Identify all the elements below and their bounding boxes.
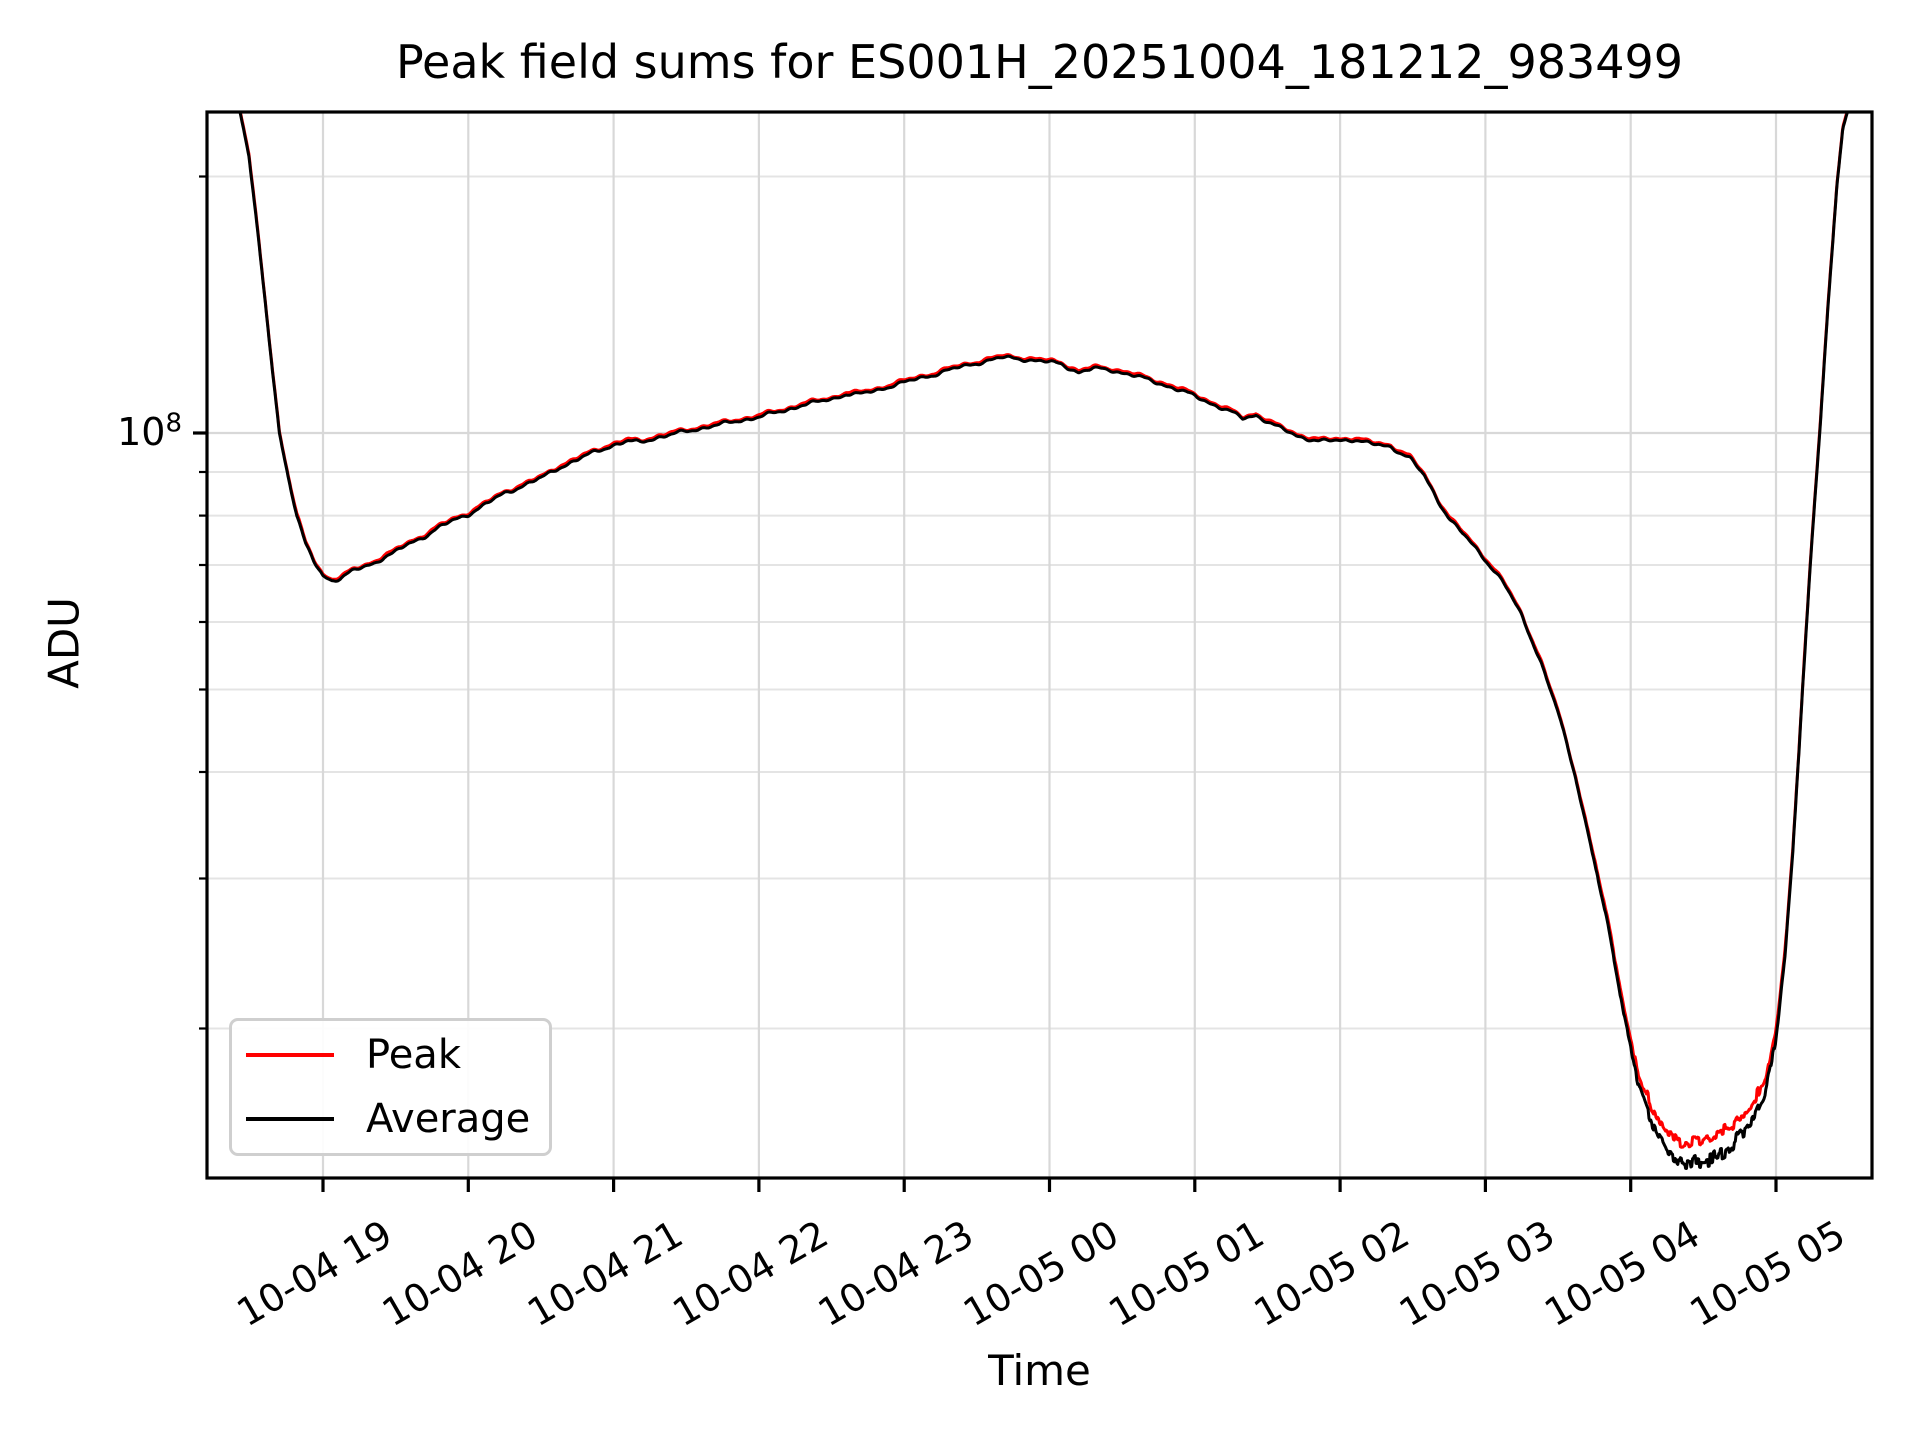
x-tick-label: 10-05 00 (956, 1212, 1126, 1336)
x-tick-label: 10-05 02 (1247, 1212, 1417, 1336)
series-layer (237, 112, 1850, 1170)
x-tick-label: 10-05 04 (1537, 1212, 1707, 1336)
average-line (237, 112, 1850, 1170)
x-tick-label: 10-04 19 (230, 1212, 400, 1336)
legend-row-peak: Peak (232, 1025, 549, 1085)
x-tick-label: 10-04 23 (811, 1212, 981, 1336)
x-tick-label: 10-05 05 (1683, 1212, 1853, 1336)
axes-spines (205, 110, 1874, 1180)
legend: Peak Average (229, 1018, 552, 1156)
grid-major-layer (207, 112, 1872, 1178)
legend-swatch-peak (246, 1053, 334, 1057)
legend-label-peak: Peak (366, 1032, 461, 1078)
x-axis-label: Time (988, 1346, 1091, 1395)
legend-swatch-average (246, 1117, 334, 1121)
peak-line (238, 112, 1849, 1149)
y-tick-exponent: 8 (165, 408, 182, 439)
legend-label-average: Average (366, 1096, 531, 1142)
tick-marks (193, 175, 1778, 1192)
chart-title: Peak field sums for ES001H_20251004_1812… (395, 35, 1684, 89)
x-tick-label: 10-04 22 (665, 1212, 835, 1336)
y-tick-label: 108 (30, 410, 182, 454)
x-tick-label: 10-05 03 (1392, 1212, 1562, 1336)
y-tick-base: 10 (117, 410, 166, 455)
x-tick-label: 10-04 21 (520, 1212, 690, 1336)
legend-row-average: Average (232, 1089, 549, 1149)
grid-minor-layer (207, 175, 1872, 1030)
x-tick-label: 10-04 20 (375, 1212, 545, 1336)
x-tick-label: 10-05 01 (1101, 1212, 1271, 1336)
